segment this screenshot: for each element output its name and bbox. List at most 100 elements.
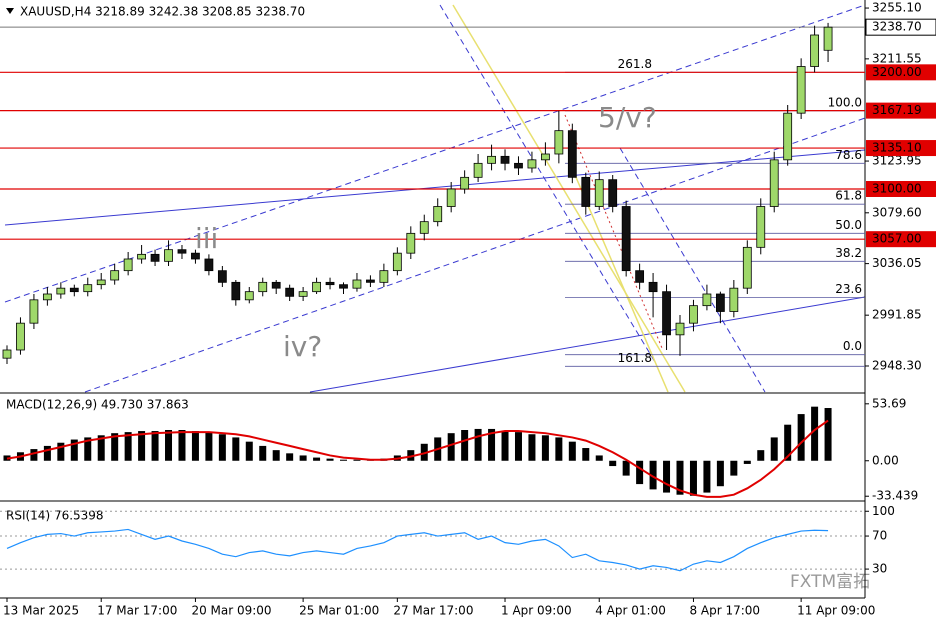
wave-label: 5/v? <box>598 101 657 134</box>
candle-body <box>137 253 147 260</box>
macd-bar <box>272 450 280 461</box>
fib-label: 50.0 <box>835 218 862 232</box>
y-tick-label: 3123.95 <box>872 154 922 168</box>
candle-body <box>621 206 631 272</box>
level-tag <box>866 231 936 248</box>
y-tick-label: 3211.55 <box>872 51 922 65</box>
candle-body <box>742 246 752 289</box>
macd-bar <box>407 450 415 461</box>
watermark: FXTM富拓 <box>790 572 870 592</box>
candle-body <box>810 34 819 67</box>
candle-body <box>729 287 739 312</box>
candle-body <box>514 162 523 169</box>
macd-bar <box>245 441 253 461</box>
macd-bar <box>353 459 361 461</box>
candle-body <box>204 258 214 272</box>
drawings <box>4 4 866 393</box>
level-label: 3167.19 <box>872 103 922 117</box>
candle-body <box>715 293 725 312</box>
macd-bar <box>488 428 496 461</box>
wave-label: iii <box>195 222 218 255</box>
fib-fan <box>452 4 686 393</box>
macd-bar <box>43 445 51 461</box>
candle-body <box>217 270 227 283</box>
candle-body <box>83 284 93 293</box>
macd-bar <box>676 460 684 495</box>
candle-body <box>150 253 160 262</box>
trend-line <box>309 296 866 393</box>
macd-bar <box>501 431 509 461</box>
y-tick-label: 53.69 <box>872 396 906 410</box>
level-tag <box>866 64 936 81</box>
macd-bar <box>97 435 105 461</box>
macd-bar <box>541 435 549 461</box>
macd-bar <box>232 437 240 461</box>
x-tick-label: 20 Mar 09:00 <box>191 604 271 618</box>
candle-body <box>298 291 308 297</box>
fib-fan <box>574 174 669 393</box>
macd-bar <box>528 434 536 461</box>
macd-bar <box>30 449 38 461</box>
macd-bar <box>420 443 428 461</box>
candle-body <box>366 279 375 283</box>
macd-bar <box>797 414 805 461</box>
candle-body <box>56 287 66 295</box>
menu-arrow[interactable] <box>6 8 14 14</box>
rsi-title: RSI(14) 76.5398 <box>6 509 104 523</box>
macd-bar <box>595 455 603 461</box>
macd-title: MACD(12,26,9) 49.730 37.863 <box>6 398 189 412</box>
fib-label: 161.8 <box>618 351 652 365</box>
signal-line <box>6 419 829 498</box>
level-label: 3200.00 <box>872 65 922 79</box>
down-channel <box>619 147 766 393</box>
macd-bar <box>259 445 267 461</box>
channel-upper <box>4 4 866 303</box>
candle-body <box>823 26 833 51</box>
x-tick-label: 11 Apr 09:00 <box>797 604 875 618</box>
candle-body <box>110 270 120 281</box>
fib-label: 0.0 <box>843 339 862 353</box>
y-tick-label: 3079.60 <box>872 205 922 219</box>
y-tick-label: 100 <box>872 504 895 518</box>
candle-body <box>446 188 456 207</box>
candle-body <box>42 293 52 301</box>
candle-body <box>69 287 79 293</box>
candle-body <box>783 112 793 161</box>
x-tick-label: 8 Apr 17:00 <box>689 604 760 618</box>
candle-body <box>96 279 106 286</box>
candle-body <box>500 155 510 164</box>
candle-body <box>285 287 295 297</box>
trend-line <box>4 149 866 226</box>
x-tick-label: 17 Mar 17:00 <box>97 604 177 618</box>
macd-bar <box>191 431 199 461</box>
candle-body <box>648 281 658 293</box>
macd-bar <box>716 460 724 487</box>
fib-label: 100.0 <box>828 95 862 109</box>
candle-body <box>271 281 281 289</box>
macd-bar <box>824 408 832 461</box>
candle-body <box>581 176 591 207</box>
candle-body <box>662 291 671 336</box>
candle-body <box>339 284 348 289</box>
fib-label: 78.6 <box>835 148 862 162</box>
macd-bar <box>474 428 482 461</box>
candle-body <box>675 322 685 336</box>
macd-bar <box>84 437 92 461</box>
x-tick-label: 25 Mar 01:00 <box>299 604 379 618</box>
candle-body <box>433 206 443 223</box>
macd-bar <box>609 460 617 467</box>
candle-body <box>16 322 25 351</box>
candle-body <box>2 349 12 359</box>
y-tick-label: 3255.10 <box>872 1 922 15</box>
level-label: 3135.10 <box>872 141 922 155</box>
candle-body <box>244 291 254 301</box>
macd-bar <box>555 437 563 461</box>
y-tick-label: 3036.05 <box>872 256 922 270</box>
candle-body <box>769 159 779 207</box>
x-tick-label: 1 Apr 09:00 <box>501 604 572 618</box>
y-tick-label: 0.00 <box>872 453 899 467</box>
candle-body <box>473 162 483 178</box>
macd-bar <box>326 458 334 461</box>
macd-bar <box>218 434 226 461</box>
macd-bar <box>730 460 738 476</box>
